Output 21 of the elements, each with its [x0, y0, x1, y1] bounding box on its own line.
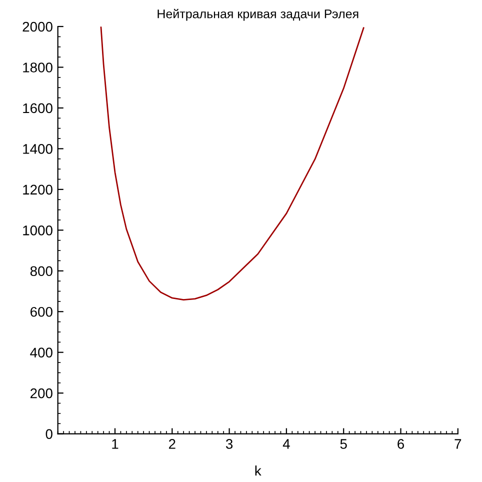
x-tick-label: 1 [112, 439, 118, 449]
x-tick-label: 5 [340, 439, 347, 449]
y-tick-label: 600 [30, 306, 52, 317]
x-tick-label: 2 [168, 439, 176, 449]
x-tick-label: 3 [226, 439, 233, 449]
chart-title: Нейтральная кривая задачи Рэлея [158, 8, 358, 21]
x-tick-label: 7 [454, 439, 462, 449]
y-tick-label: 400 [30, 348, 52, 358]
x-axis-title: k [255, 465, 262, 476]
x-tick-label: 4 [282, 439, 290, 449]
line-series [100, 26, 364, 300]
y-tick-label: 1600 [23, 103, 52, 114]
y-tick-label: 1200 [23, 184, 52, 195]
y-tick-label: 2000 [22, 22, 52, 32]
y-tick-label: 1000 [23, 225, 52, 236]
y-tick-label: 0 [46, 429, 52, 439]
x-tick-label: 6 [398, 439, 404, 449]
y-tick-label: 200 [30, 388, 52, 398]
y-tick-label: 1800 [23, 62, 52, 72]
y-tick-label: 800 [30, 266, 52, 276]
y-tick-label: 1400 [23, 144, 52, 154]
